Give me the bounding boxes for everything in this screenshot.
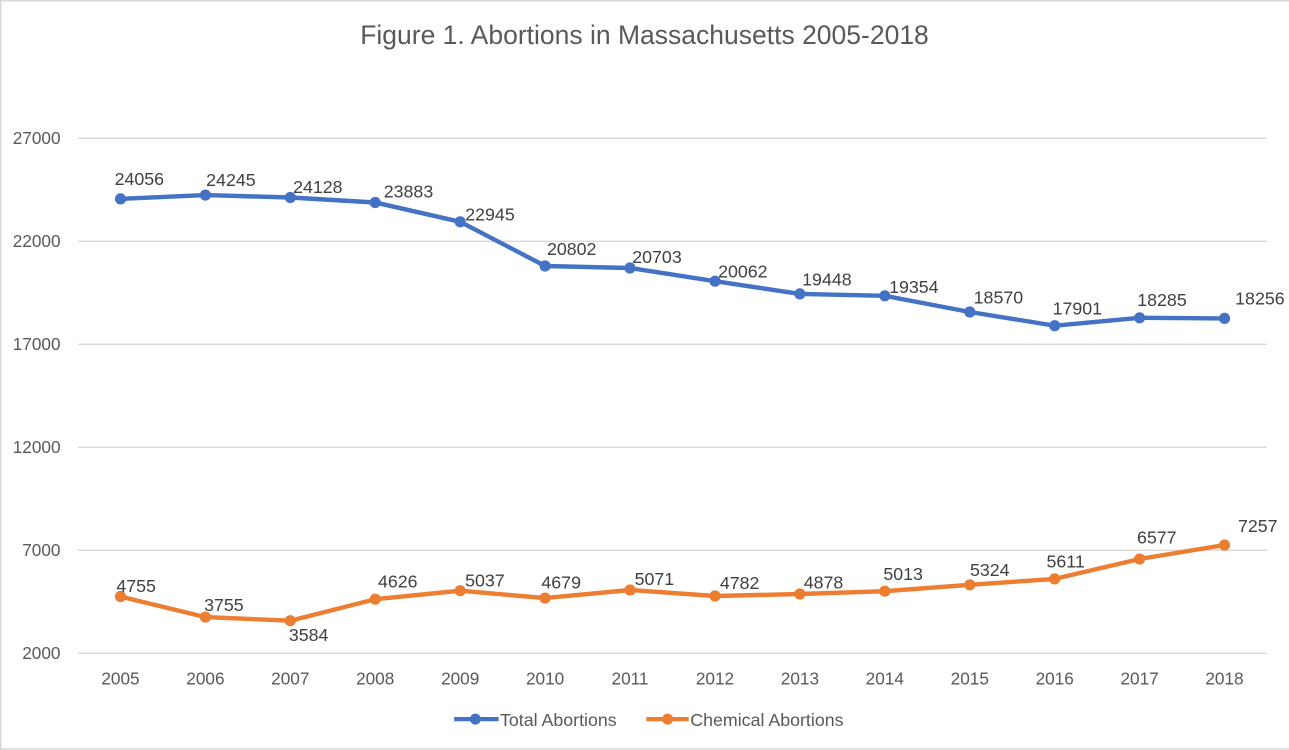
svg-text:24245: 24245 xyxy=(206,170,256,190)
svg-text:2010: 2010 xyxy=(526,669,564,689)
svg-text:4782: 4782 xyxy=(720,573,760,593)
svg-text:18256: 18256 xyxy=(1235,289,1285,309)
svg-text:24128: 24128 xyxy=(293,177,343,197)
svg-text:5071: 5071 xyxy=(635,569,675,589)
svg-text:5013: 5013 xyxy=(883,564,923,584)
svg-text:20703: 20703 xyxy=(632,247,682,267)
svg-text:4878: 4878 xyxy=(804,572,844,592)
svg-text:2006: 2006 xyxy=(186,669,224,689)
svg-text:2005: 2005 xyxy=(101,669,139,689)
svg-text:4626: 4626 xyxy=(378,571,418,591)
svg-text:2016: 2016 xyxy=(1036,669,1074,689)
svg-text:4755: 4755 xyxy=(116,576,156,596)
svg-text:7000: 7000 xyxy=(22,540,60,560)
svg-text:2012: 2012 xyxy=(696,669,734,689)
svg-text:24056: 24056 xyxy=(115,169,165,189)
svg-text:2011: 2011 xyxy=(612,669,649,689)
svg-text:22000: 22000 xyxy=(13,231,61,251)
svg-text:18570: 18570 xyxy=(974,287,1024,307)
svg-text:7257: 7257 xyxy=(1238,516,1278,536)
svg-text:22945: 22945 xyxy=(465,205,515,225)
svg-text:19354: 19354 xyxy=(889,277,939,297)
svg-text:12000: 12000 xyxy=(13,437,61,457)
svg-text:20062: 20062 xyxy=(718,262,767,282)
svg-text:20802: 20802 xyxy=(547,239,596,259)
svg-text:2017: 2017 xyxy=(1120,669,1158,689)
svg-text:6577: 6577 xyxy=(1137,528,1177,548)
svg-text:27000: 27000 xyxy=(13,128,61,148)
svg-text:2013: 2013 xyxy=(781,669,819,689)
svg-text:Figure 1. Abortions in Massach: Figure 1. Abortions in Massachusetts 200… xyxy=(360,20,929,50)
svg-text:2014: 2014 xyxy=(866,669,905,689)
svg-text:2007: 2007 xyxy=(271,669,309,689)
svg-text:2018: 2018 xyxy=(1205,669,1243,689)
svg-text:17000: 17000 xyxy=(13,334,61,354)
svg-text:2000: 2000 xyxy=(22,643,60,663)
svg-text:2015: 2015 xyxy=(951,669,989,689)
svg-text:19448: 19448 xyxy=(802,270,852,290)
svg-text:5324: 5324 xyxy=(970,560,1010,580)
svg-text:Chemical Abortions: Chemical Abortions xyxy=(690,710,843,730)
svg-text:3584: 3584 xyxy=(289,625,329,645)
svg-text:2008: 2008 xyxy=(356,669,394,689)
svg-text:2009: 2009 xyxy=(441,669,479,689)
svg-text:5037: 5037 xyxy=(465,570,505,590)
svg-text:Total Abortions: Total Abortions xyxy=(500,710,617,730)
svg-text:4679: 4679 xyxy=(541,573,581,593)
svg-text:23883: 23883 xyxy=(384,181,434,201)
svg-text:18285: 18285 xyxy=(1137,290,1187,310)
svg-text:5611: 5611 xyxy=(1046,552,1084,572)
svg-text:3755: 3755 xyxy=(204,595,244,615)
svg-text:17901: 17901 xyxy=(1053,298,1103,318)
